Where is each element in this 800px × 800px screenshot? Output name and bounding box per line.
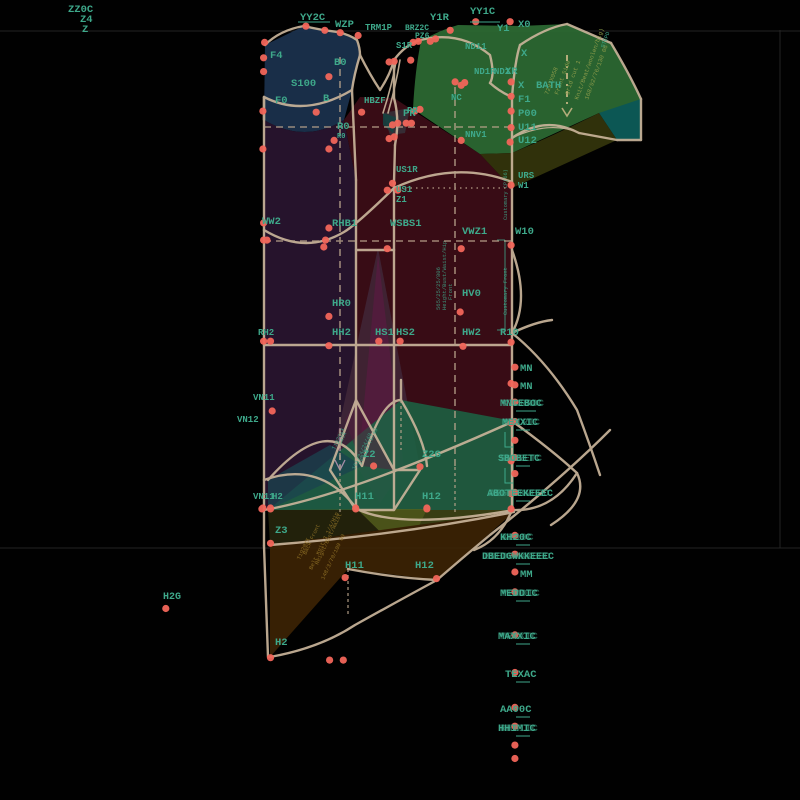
svg-text:H2: H2 (275, 637, 288, 649)
svg-text:ND11: ND11 (465, 42, 487, 52)
svg-text:VN11: VN11 (253, 393, 275, 403)
svg-text:MN: MN (520, 363, 533, 375)
svg-text:NNV1: NNV1 (465, 130, 487, 140)
svg-text:URS: URS (518, 171, 535, 181)
svg-text:US1R: US1R (396, 165, 418, 175)
svg-text:WSBS1: WSBS1 (390, 218, 422, 230)
svg-text:NC: NC (451, 93, 462, 103)
svg-text:Y1: Y1 (497, 23, 510, 35)
svg-text:BBEDOWKKEEC: BBEDOWKKEEC (484, 552, 550, 563)
svg-text:Z3: Z3 (275, 525, 288, 537)
svg-text:XR: XR (505, 66, 518, 78)
svg-text:S1R: S1R (396, 41, 413, 51)
svg-text:KB10C: KB10C (502, 532, 534, 544)
svg-text:F0: F0 (275, 95, 288, 107)
svg-text:Z2G: Z2G (422, 449, 441, 461)
svg-text:VWZ1: VWZ1 (462, 226, 487, 238)
svg-text:Z1: Z1 (396, 195, 407, 205)
svg-text:AA00C: AA00C (500, 704, 532, 716)
svg-text:RHB1: RHB1 (332, 218, 357, 230)
svg-text:US1: US1 (396, 185, 413, 195)
svg-text:MN: MN (520, 381, 533, 393)
svg-text:F4: F4 (270, 50, 283, 62)
svg-text:HBZF: HBZF (364, 96, 386, 106)
svg-text:H11: H11 (355, 491, 374, 503)
svg-text:B0: B0 (334, 57, 347, 69)
svg-text:W1: W1 (518, 181, 529, 191)
svg-text:Y1R: Y1R (430, 12, 450, 24)
svg-text:Front: Front (447, 283, 454, 300)
svg-text:RHIIIC: RHIIIC (500, 723, 539, 735)
svg-text:X0: X0 (518, 19, 531, 31)
svg-text:WZP: WZP (335, 19, 354, 31)
svg-text:S100: S100 (291, 78, 316, 90)
svg-text:AEGTEKNEEC: AEGTEKNEEC (489, 489, 549, 500)
svg-text:ND1R: ND1R (474, 67, 496, 77)
svg-text:HS2: HS2 (396, 327, 415, 339)
svg-text:H2: H2 (272, 492, 283, 502)
svg-text:TEXAC: TEXAC (505, 669, 537, 681)
svg-text:R0: R0 (337, 133, 345, 141)
svg-text:MM: MM (520, 569, 533, 581)
svg-text:Customary Front: Customary Front (503, 267, 509, 315)
svg-text:HS1: HS1 (375, 327, 394, 339)
svg-text:X: X (521, 48, 528, 60)
svg-text:H12: H12 (415, 560, 434, 572)
svg-text:KICRROC: KICRROC (502, 399, 544, 410)
svg-text:HV0: HV0 (462, 288, 481, 300)
svg-text:TRM1P: TRM1P (365, 23, 393, 33)
svg-text:H12: H12 (422, 491, 441, 503)
svg-text:B: B (323, 93, 330, 105)
svg-text:PR: PR (407, 106, 418, 116)
svg-text:W10: W10 (515, 226, 534, 238)
svg-text:Z: Z (82, 24, 88, 36)
svg-text:HR0: HR0 (332, 298, 351, 310)
svg-text:WW2: WW2 (262, 216, 281, 228)
svg-text:H2G: H2G (163, 592, 181, 603)
svg-text:MXIRIC: MXIRIC (504, 418, 540, 429)
svg-text:R0: R0 (337, 121, 350, 133)
svg-text:YY1C: YY1C (470, 6, 496, 18)
svg-text:HH2: HH2 (332, 327, 351, 339)
svg-text:MRXXIC: MRXXIC (500, 631, 539, 643)
svg-text:P00: P00 (518, 108, 537, 120)
svg-text:Z2: Z2 (363, 449, 376, 461)
svg-text:U11: U11 (518, 122, 537, 134)
svg-text:F1: F1 (518, 94, 531, 106)
svg-text:X: X (518, 80, 525, 92)
svg-text:BATH: BATH (536, 80, 561, 92)
svg-text:VN12: VN12 (237, 415, 259, 425)
svg-text:Customary CP(66): Customary CP(66) (503, 169, 509, 220)
svg-text:R10: R10 (500, 327, 519, 339)
svg-text:HW2: HW2 (462, 327, 481, 339)
svg-text:SHEEETC: SHEEETC (500, 454, 542, 465)
svg-text:RH2: RH2 (258, 328, 274, 338)
svg-text:PZ6: PZ6 (415, 32, 430, 41)
svg-text:U12: U12 (518, 135, 537, 147)
svg-text:H11: H11 (345, 560, 364, 572)
svg-text:MEDDIC: MEDDIC (502, 588, 541, 600)
